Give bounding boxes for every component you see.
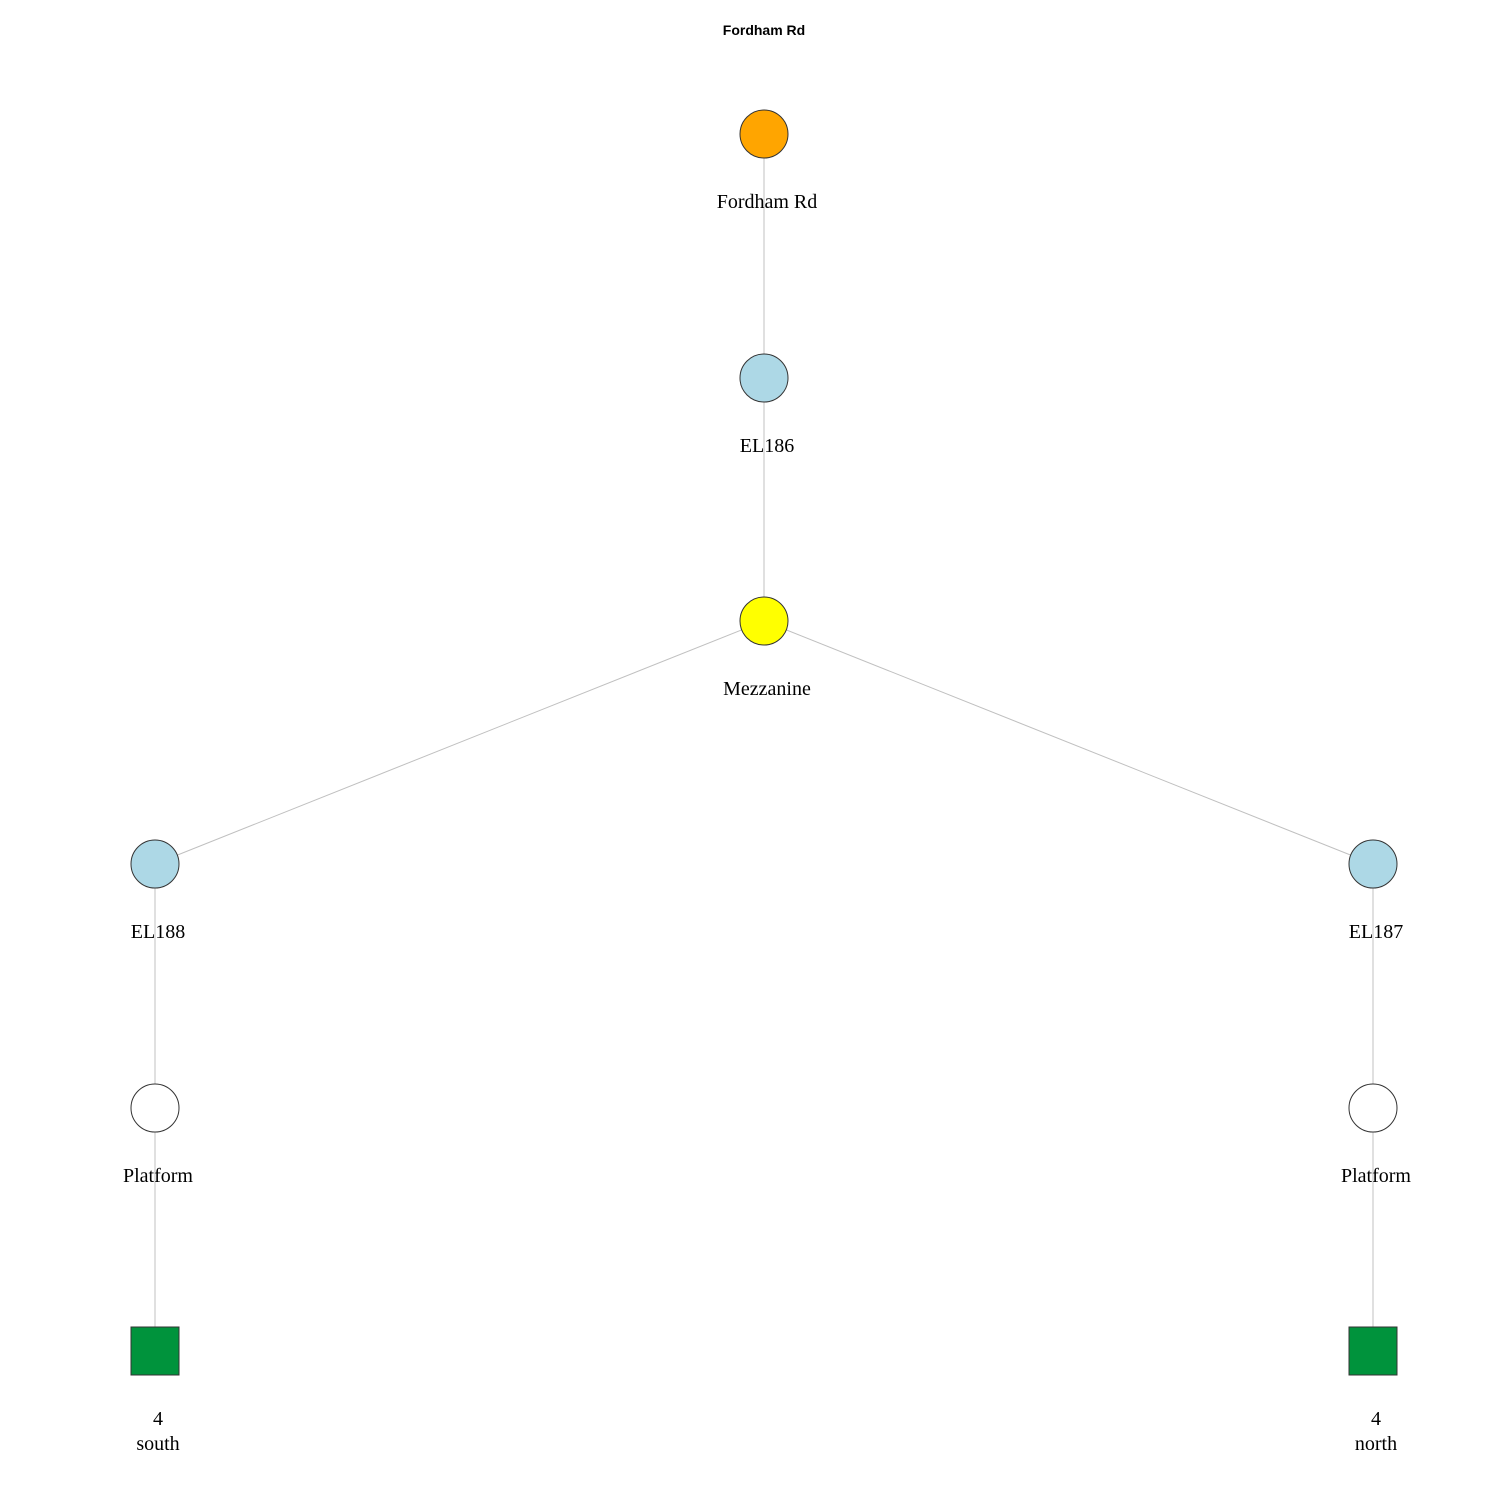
node-platform-north: Platform bbox=[1341, 1083, 1411, 1187]
node-el187-shape bbox=[1348, 839, 1398, 889]
node-el188-label: EL188 bbox=[131, 921, 185, 943]
node-el188: EL188 bbox=[130, 839, 185, 943]
node-route-4-north-shape bbox=[1348, 1326, 1398, 1376]
node-platform-south-shape bbox=[130, 1083, 180, 1133]
node-station-shape bbox=[739, 109, 789, 159]
node-route-4-south: 4 south bbox=[130, 1326, 180, 1455]
node-platform-south-label: Platform bbox=[123, 1165, 193, 1187]
node-mezzanine: Mezzanine bbox=[723, 596, 811, 700]
node-el188-shape bbox=[130, 839, 180, 889]
node-route-4-north-label: north bbox=[1355, 1433, 1397, 1455]
node-route-4-north-label: 4 bbox=[1371, 1408, 1381, 1430]
nodes-layer: Fordham Rd EL186 Mezzanine EL188 EL187 Platfo… bbox=[123, 109, 1411, 1455]
node-el187-label: EL187 bbox=[1349, 921, 1403, 943]
edge-mezzanine-el188 bbox=[154, 620, 765, 865]
node-el186-shape bbox=[739, 353, 789, 403]
node-el186-label: EL186 bbox=[740, 435, 794, 457]
edges-layer bbox=[154, 134, 1374, 1351]
node-platform-south: Platform bbox=[123, 1083, 193, 1187]
edge-mezzanine-el187 bbox=[763, 620, 1374, 865]
node-route-4-south-shape bbox=[130, 1326, 180, 1376]
node-mezzanine-label: Mezzanine bbox=[723, 678, 811, 700]
node-el187: EL187 bbox=[1348, 839, 1403, 943]
node-station-label: Fordham Rd bbox=[717, 191, 818, 213]
node-el186: EL186 bbox=[739, 353, 794, 457]
node-platform-north-label: Platform bbox=[1341, 1165, 1411, 1187]
node-route-4-north: 4 north bbox=[1348, 1326, 1398, 1455]
node-platform-north-shape bbox=[1348, 1083, 1398, 1133]
node-route-4-south-label: 4 bbox=[153, 1408, 163, 1430]
graph-title: Fordham Rd bbox=[723, 22, 805, 38]
node-station: Fordham Rd bbox=[717, 109, 818, 213]
node-mezzanine-shape bbox=[739, 596, 789, 646]
node-route-4-south-label: south bbox=[136, 1433, 179, 1455]
